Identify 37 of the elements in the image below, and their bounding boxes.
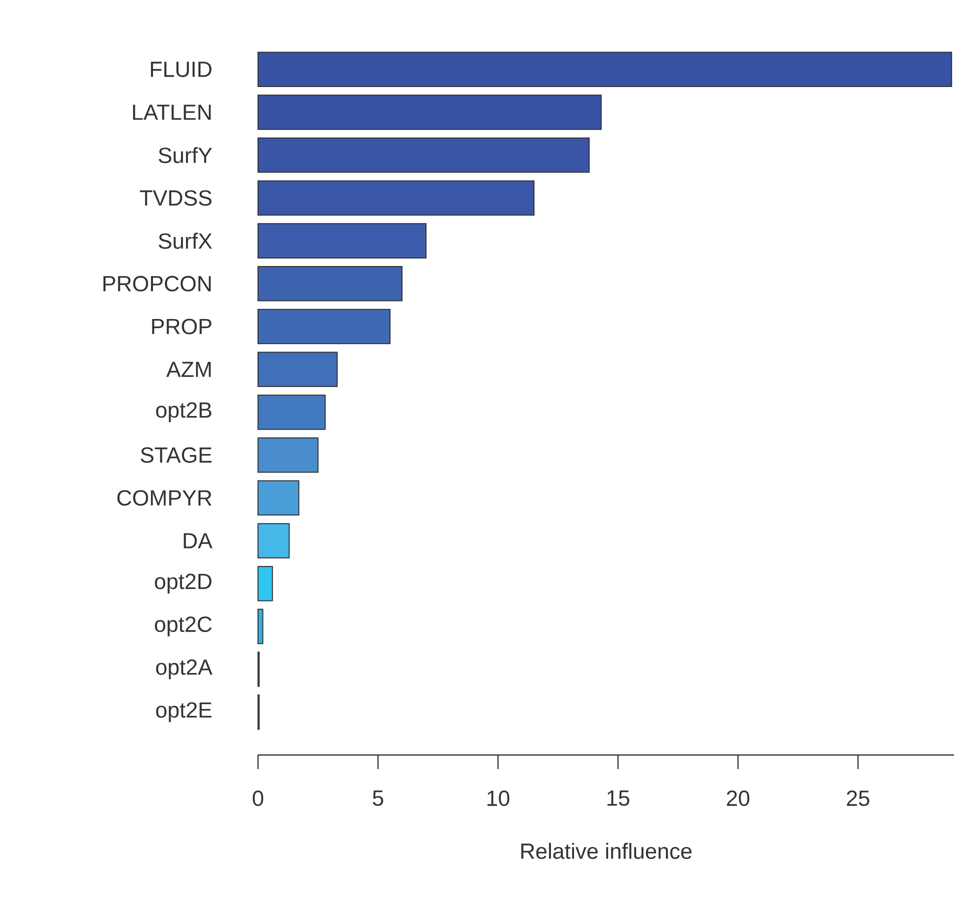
bar <box>258 523 290 558</box>
y-tick-label: LATLEN <box>133 104 211 120</box>
bar <box>258 223 427 258</box>
x-tick-label: 0 <box>252 790 264 806</box>
y-tick-label: SurfY <box>158 147 212 164</box>
bar <box>258 394 326 430</box>
bar <box>258 480 300 516</box>
x-tick-label: 25 <box>846 790 870 806</box>
y-tick-label: COMPYR <box>117 490 212 506</box>
bar <box>258 94 602 130</box>
bar <box>258 137 590 173</box>
x-tick-label: 15 <box>607 790 630 806</box>
y-tick-label: PROPCON <box>103 276 211 292</box>
y-tick-label: SurfX <box>158 232 212 249</box>
x-tick-label: 20 <box>726 790 750 806</box>
bar <box>258 566 273 602</box>
y-tick-label: opt2E <box>156 702 212 722</box>
bar <box>258 608 264 644</box>
y-tick-label: opt2C <box>154 616 212 636</box>
y-tick-label: DA <box>184 533 212 548</box>
y-tick-label: STAGE <box>140 447 212 463</box>
y-tick-label: PROP <box>152 318 212 334</box>
x-tick-label: 5 <box>372 790 384 806</box>
bar <box>258 437 319 473</box>
x-axis-title: Relative influence <box>521 842 692 859</box>
y-tick-label: opt2D <box>154 574 212 594</box>
bar <box>258 308 391 344</box>
bar <box>258 180 535 216</box>
y-tick-label: AZM <box>166 362 211 377</box>
y-tick-label: FLUID <box>150 62 212 78</box>
x-tick-label: 10 <box>487 790 510 806</box>
bar <box>258 266 403 302</box>
bar <box>258 52 952 88</box>
bar <box>258 352 338 387</box>
y-tick-label: TVDSS <box>140 190 212 206</box>
y-tick-label: opt2A <box>156 659 212 680</box>
y-tick-label: opt2B <box>156 402 212 422</box>
